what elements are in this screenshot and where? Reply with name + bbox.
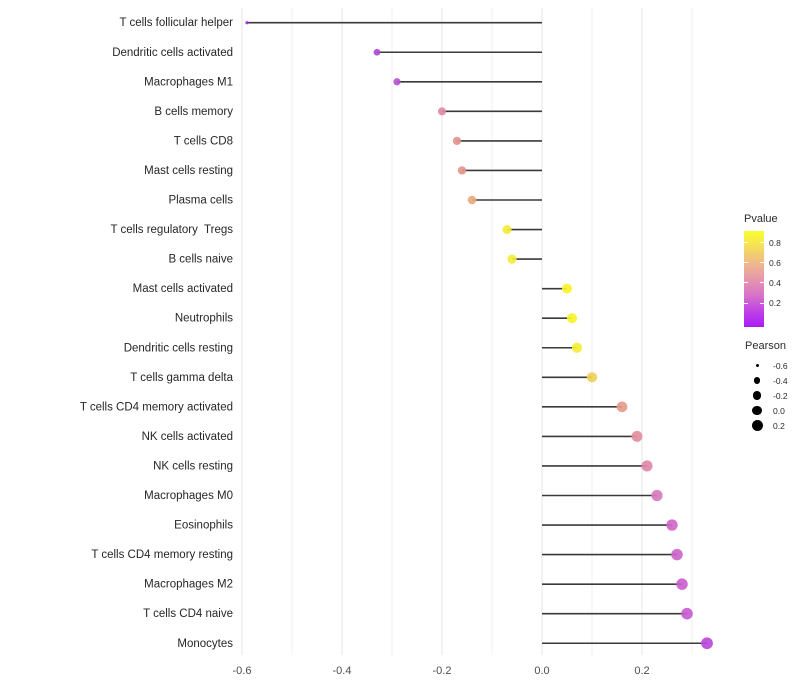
lollipop-dot: [393, 78, 401, 86]
lollipop-dot: [586, 372, 598, 383]
y-axis-label: Dendritic cells activated: [112, 47, 233, 59]
pearson-legend-label: 0.0: [773, 405, 785, 416]
y-axis-label: Dendritic cells resting: [124, 342, 233, 354]
y-axis-label: Eosinophils: [174, 520, 233, 532]
y-axis-label: Mast cells activated: [133, 283, 233, 295]
pvalue-gradient-tick-label: 0.2: [769, 298, 781, 308]
lollipop-dot: [467, 195, 477, 205]
lollipop-dot: [671, 548, 683, 561]
y-axis-label: NK cells resting: [153, 460, 233, 472]
lollipop-dot: [631, 430, 643, 442]
lollipop-dot: [457, 166, 467, 175]
pearson-legend-label: 0.2: [773, 420, 785, 431]
pvalue-gradient-bar: [744, 231, 764, 327]
pearson-legend-dot: [752, 405, 762, 416]
pearson-legend-row: -0.6: [745, 358, 788, 373]
y-axis-label: T cells follicular helper: [119, 17, 233, 29]
y-axis-label: B cells naive: [168, 254, 233, 266]
lollipop-dot: [651, 489, 663, 502]
pearson-legend-dot: [751, 420, 763, 431]
pvalue-legend-title: Pvalue: [744, 213, 778, 225]
lollipop-dot: [571, 342, 583, 353]
y-axis-label: Macrophages M2: [144, 579, 233, 591]
lollipop-dot: [452, 136, 462, 146]
y-axis-label: T cells CD4 memory resting: [91, 549, 233, 561]
x-axis-tick-label: 0.0: [534, 665, 549, 677]
pvalue-gradient-wrap: 0.8 0.6 0.4 0.2: [744, 231, 781, 327]
lollipop-dot: [701, 637, 713, 650]
pearson-legend-row: -0.4: [745, 373, 788, 388]
lollipop-dot: [507, 254, 517, 264]
y-axis-label: B cells memory: [154, 106, 233, 118]
lollipop-dot: [373, 48, 381, 56]
pearson-legend-label: -0.6: [773, 360, 788, 371]
y-axis-label: Macrophages M0: [144, 490, 233, 502]
lollipop-dot: [641, 460, 653, 472]
x-axis-tick-label: -0.2: [433, 665, 452, 677]
lollipop-dot: [245, 21, 249, 25]
lollipop-dot: [562, 283, 572, 294]
x-axis-tick-label: -0.6: [233, 665, 252, 677]
pearson-legend-row: -0.2: [745, 388, 788, 403]
pvalue-gradient-tick-label: 0.8: [769, 237, 781, 248]
lollipop-dot: [502, 224, 512, 235]
y-axis-label: T cells CD4 naive: [143, 608, 233, 620]
lollipop-dot: [676, 578, 688, 590]
y-axis-label: Plasma cells: [168, 195, 233, 207]
y-axis-label: T cells regulatory Tregs: [110, 224, 233, 236]
lollipop-dot: [437, 107, 447, 116]
pearson-legend-title: Pearson: [745, 340, 786, 352]
lollipop-dot: [566, 313, 578, 324]
x-axis-tick-label: 0.2: [634, 665, 649, 677]
pvalue-legend: Pvalue 0.8 0.6 0.4 0.2: [744, 213, 781, 327]
pearson-legend-row: 0.2: [745, 418, 788, 433]
lollipop-dot: [616, 401, 628, 413]
y-axis-label: T cells gamma delta: [130, 372, 233, 384]
pearson-legend-label: -0.2: [773, 390, 788, 401]
pearson-legend-row: 0.0: [745, 403, 788, 418]
pearson-legend-dot: [755, 364, 759, 367]
pearson-legend-dot: [752, 391, 762, 400]
pvalue-gradient-tick-label: 0.4: [769, 277, 781, 288]
y-axis-label: Neutrophils: [175, 313, 233, 325]
lollipop-dot: [681, 607, 693, 620]
y-axis-label: Macrophages M1: [144, 76, 233, 88]
lollipop-dot: [666, 519, 678, 531]
y-axis-label: NK cells activated: [142, 431, 233, 443]
pvalue-gradient-tick-label: 0.6: [769, 257, 781, 268]
x-axis-tick-label: -0.4: [333, 665, 352, 677]
y-axis-label: Monocytes: [177, 638, 233, 650]
pearson-legend-label: -0.4: [773, 375, 788, 386]
y-axis-label: T cells CD4 memory activated: [80, 401, 233, 413]
y-axis-label: Mast cells resting: [144, 165, 233, 177]
pearson-legend: Pearson -0.6 -0.4 -0.2 0.0 0.2: [745, 340, 788, 433]
y-axis-label: T cells CD8: [174, 135, 233, 147]
pearson-legend-dot: [753, 377, 761, 384]
